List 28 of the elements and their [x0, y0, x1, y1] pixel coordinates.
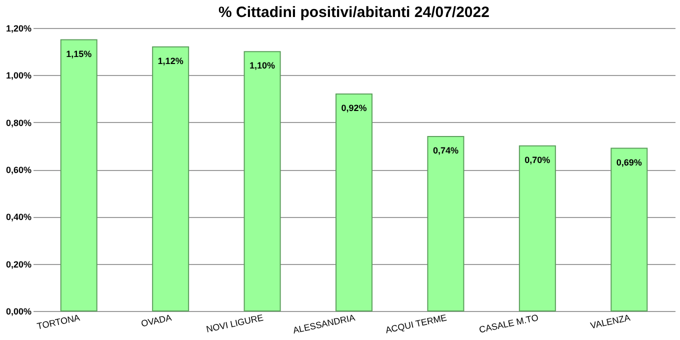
- bar: [518, 145, 556, 312]
- x-tick-label: TORTONA: [36, 312, 81, 332]
- bar: [610, 148, 648, 312]
- x-tick-label: ACQUI TERME: [384, 312, 448, 336]
- bar: [427, 136, 464, 312]
- data-label: 1,12%: [158, 56, 184, 66]
- data-label: 1,10%: [250, 60, 276, 71]
- data-label: 0,74%: [432, 145, 458, 156]
- y-tick-label: 0,40%: [6, 212, 32, 222]
- data-label: 0,70%: [524, 154, 550, 165]
- y-tick-label: 0,20%: [6, 259, 32, 270]
- y-tick-label: 0,80%: [6, 118, 32, 128]
- bar: [244, 51, 281, 312]
- chart-title: % Cittadini positivi/abitanti 24/07/2022: [218, 4, 490, 21]
- data-label: 0,92%: [341, 103, 367, 114]
- y-tick-label: 0,00%: [6, 306, 32, 316]
- data-label: 0,69%: [616, 157, 642, 168]
- y-tick-label: 1,20%: [6, 24, 32, 34]
- x-tick-label: OVADA: [140, 312, 172, 329]
- y-tick-label: 0,60%: [6, 165, 32, 175]
- bar: [152, 46, 190, 312]
- data-label: 1,15%: [66, 48, 92, 59]
- bar: [60, 39, 98, 312]
- x-tick-label: NOVI LIGURE: [205, 312, 264, 334]
- x-tick-label: CASALE M.TO: [478, 312, 540, 335]
- bar: [336, 94, 372, 312]
- x-tick-label: VALENZA: [589, 312, 632, 331]
- y-tick-label: 1,00%: [6, 70, 32, 81]
